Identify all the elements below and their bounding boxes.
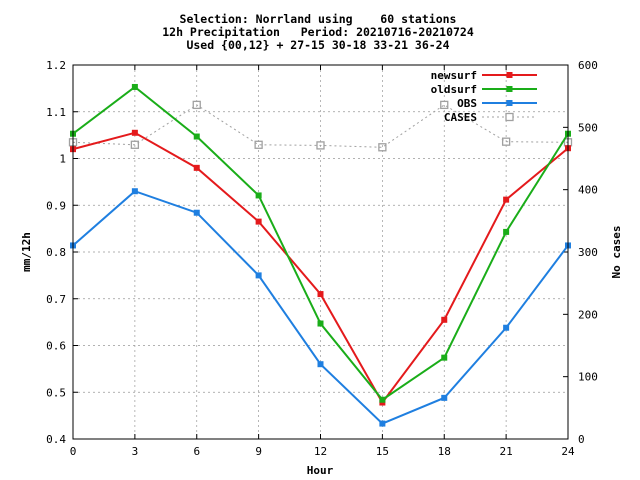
y-tick-label: 0.4 [46, 433, 66, 446]
data-point [317, 291, 324, 298]
data-point [131, 188, 138, 195]
legend-label: CASES [444, 111, 477, 124]
data-point [131, 83, 138, 90]
y2-tick-label: 500 [578, 121, 598, 134]
x-tick-label: 18 [438, 445, 451, 458]
x-tick-label: 6 [193, 445, 200, 458]
x-tick-label: 21 [500, 445, 513, 458]
y-tick-label: 1.2 [46, 59, 66, 72]
data-point [440, 100, 449, 110]
data-point [255, 272, 262, 279]
data-point [131, 129, 138, 136]
y2-tick-label: 100 [578, 371, 598, 384]
data-point [379, 396, 386, 403]
title-line-2: 12h Precipitation Period: 20210716-20210… [162, 25, 474, 39]
title-line-3: Used {00,12} + 27-15 30-18 33-21 36-24 [186, 38, 449, 52]
legend-entry-oldsurf: oldsurf [431, 83, 537, 96]
legend-swatch-marker [506, 100, 513, 106]
legend-label: OBS [457, 97, 477, 110]
x-tick-label: 9 [255, 445, 262, 458]
legend-swatch-marker [505, 112, 514, 122]
data-point [441, 394, 448, 401]
y-tick-label: 1 [59, 153, 66, 166]
y-tick-label: 0.8 [46, 246, 66, 259]
x-tick-label: 24 [561, 445, 575, 458]
legend-entry-obs: OBS [457, 97, 537, 110]
data-point [441, 316, 448, 323]
data-point [192, 100, 201, 110]
data-point [254, 140, 263, 149]
data-point [379, 420, 386, 427]
x-tick-label: 12 [314, 445, 327, 458]
data-point [501, 137, 511, 146]
data-point [378, 143, 387, 152]
y-tick-label: 0.7 [46, 293, 66, 306]
y-axis-label: mm/12h [20, 232, 33, 272]
data-point [317, 361, 324, 368]
x-tick-label: 0 [70, 445, 77, 458]
legend-entry-cases: CASES [444, 111, 537, 124]
y2-tick-label: 400 [578, 184, 598, 197]
data-point [255, 192, 262, 199]
y2-tick-label: 200 [578, 308, 598, 321]
y-tick-label: 0.6 [46, 340, 66, 353]
plot-frame [72, 64, 569, 440]
y2-tick-label: 300 [578, 246, 598, 259]
legend-label: newsurf [431, 69, 477, 82]
data-point [193, 164, 200, 171]
legend-swatch-marker [506, 72, 513, 78]
data-point [317, 320, 324, 327]
data-point [503, 196, 510, 203]
series-layer [68, 83, 573, 427]
y2-axis-label: No cases [610, 226, 623, 279]
data-point [193, 209, 200, 216]
y-tick-label: 0.5 [46, 386, 66, 399]
data-point [441, 354, 448, 361]
data-point [130, 140, 140, 149]
data-point [316, 141, 325, 150]
data-point [193, 133, 200, 140]
chart-title: Selection: Norrland using 60 stations 12… [162, 12, 474, 52]
x-tick-label: 15 [376, 445, 389, 458]
grid [73, 65, 568, 439]
x-axis-label: Hour [307, 464, 334, 477]
legend-entry-newsurf: newsurf [431, 69, 537, 82]
x-tick-label: 3 [132, 445, 139, 458]
y2-tick-label: 600 [578, 59, 598, 72]
y2-tick-label: 0 [578, 433, 585, 446]
data-point [503, 228, 510, 235]
data-point [503, 324, 510, 331]
title-line-1: Selection: Norrland using 60 stations [180, 12, 457, 26]
axis-ticks: 0 3 6 9 12 15 18 21 24 0.4 0.5 0.6 0.7 0.8 0.9 1 1.1 1.2 0… [46, 59, 598, 458]
y-tick-label: 1.1 [46, 106, 66, 119]
y-tick-label: 0.9 [46, 199, 66, 212]
legend-swatch-marker [506, 86, 513, 92]
data-point [255, 218, 262, 225]
series-line-cases [72, 104, 569, 148]
legend-label: oldsurf [431, 83, 477, 96]
